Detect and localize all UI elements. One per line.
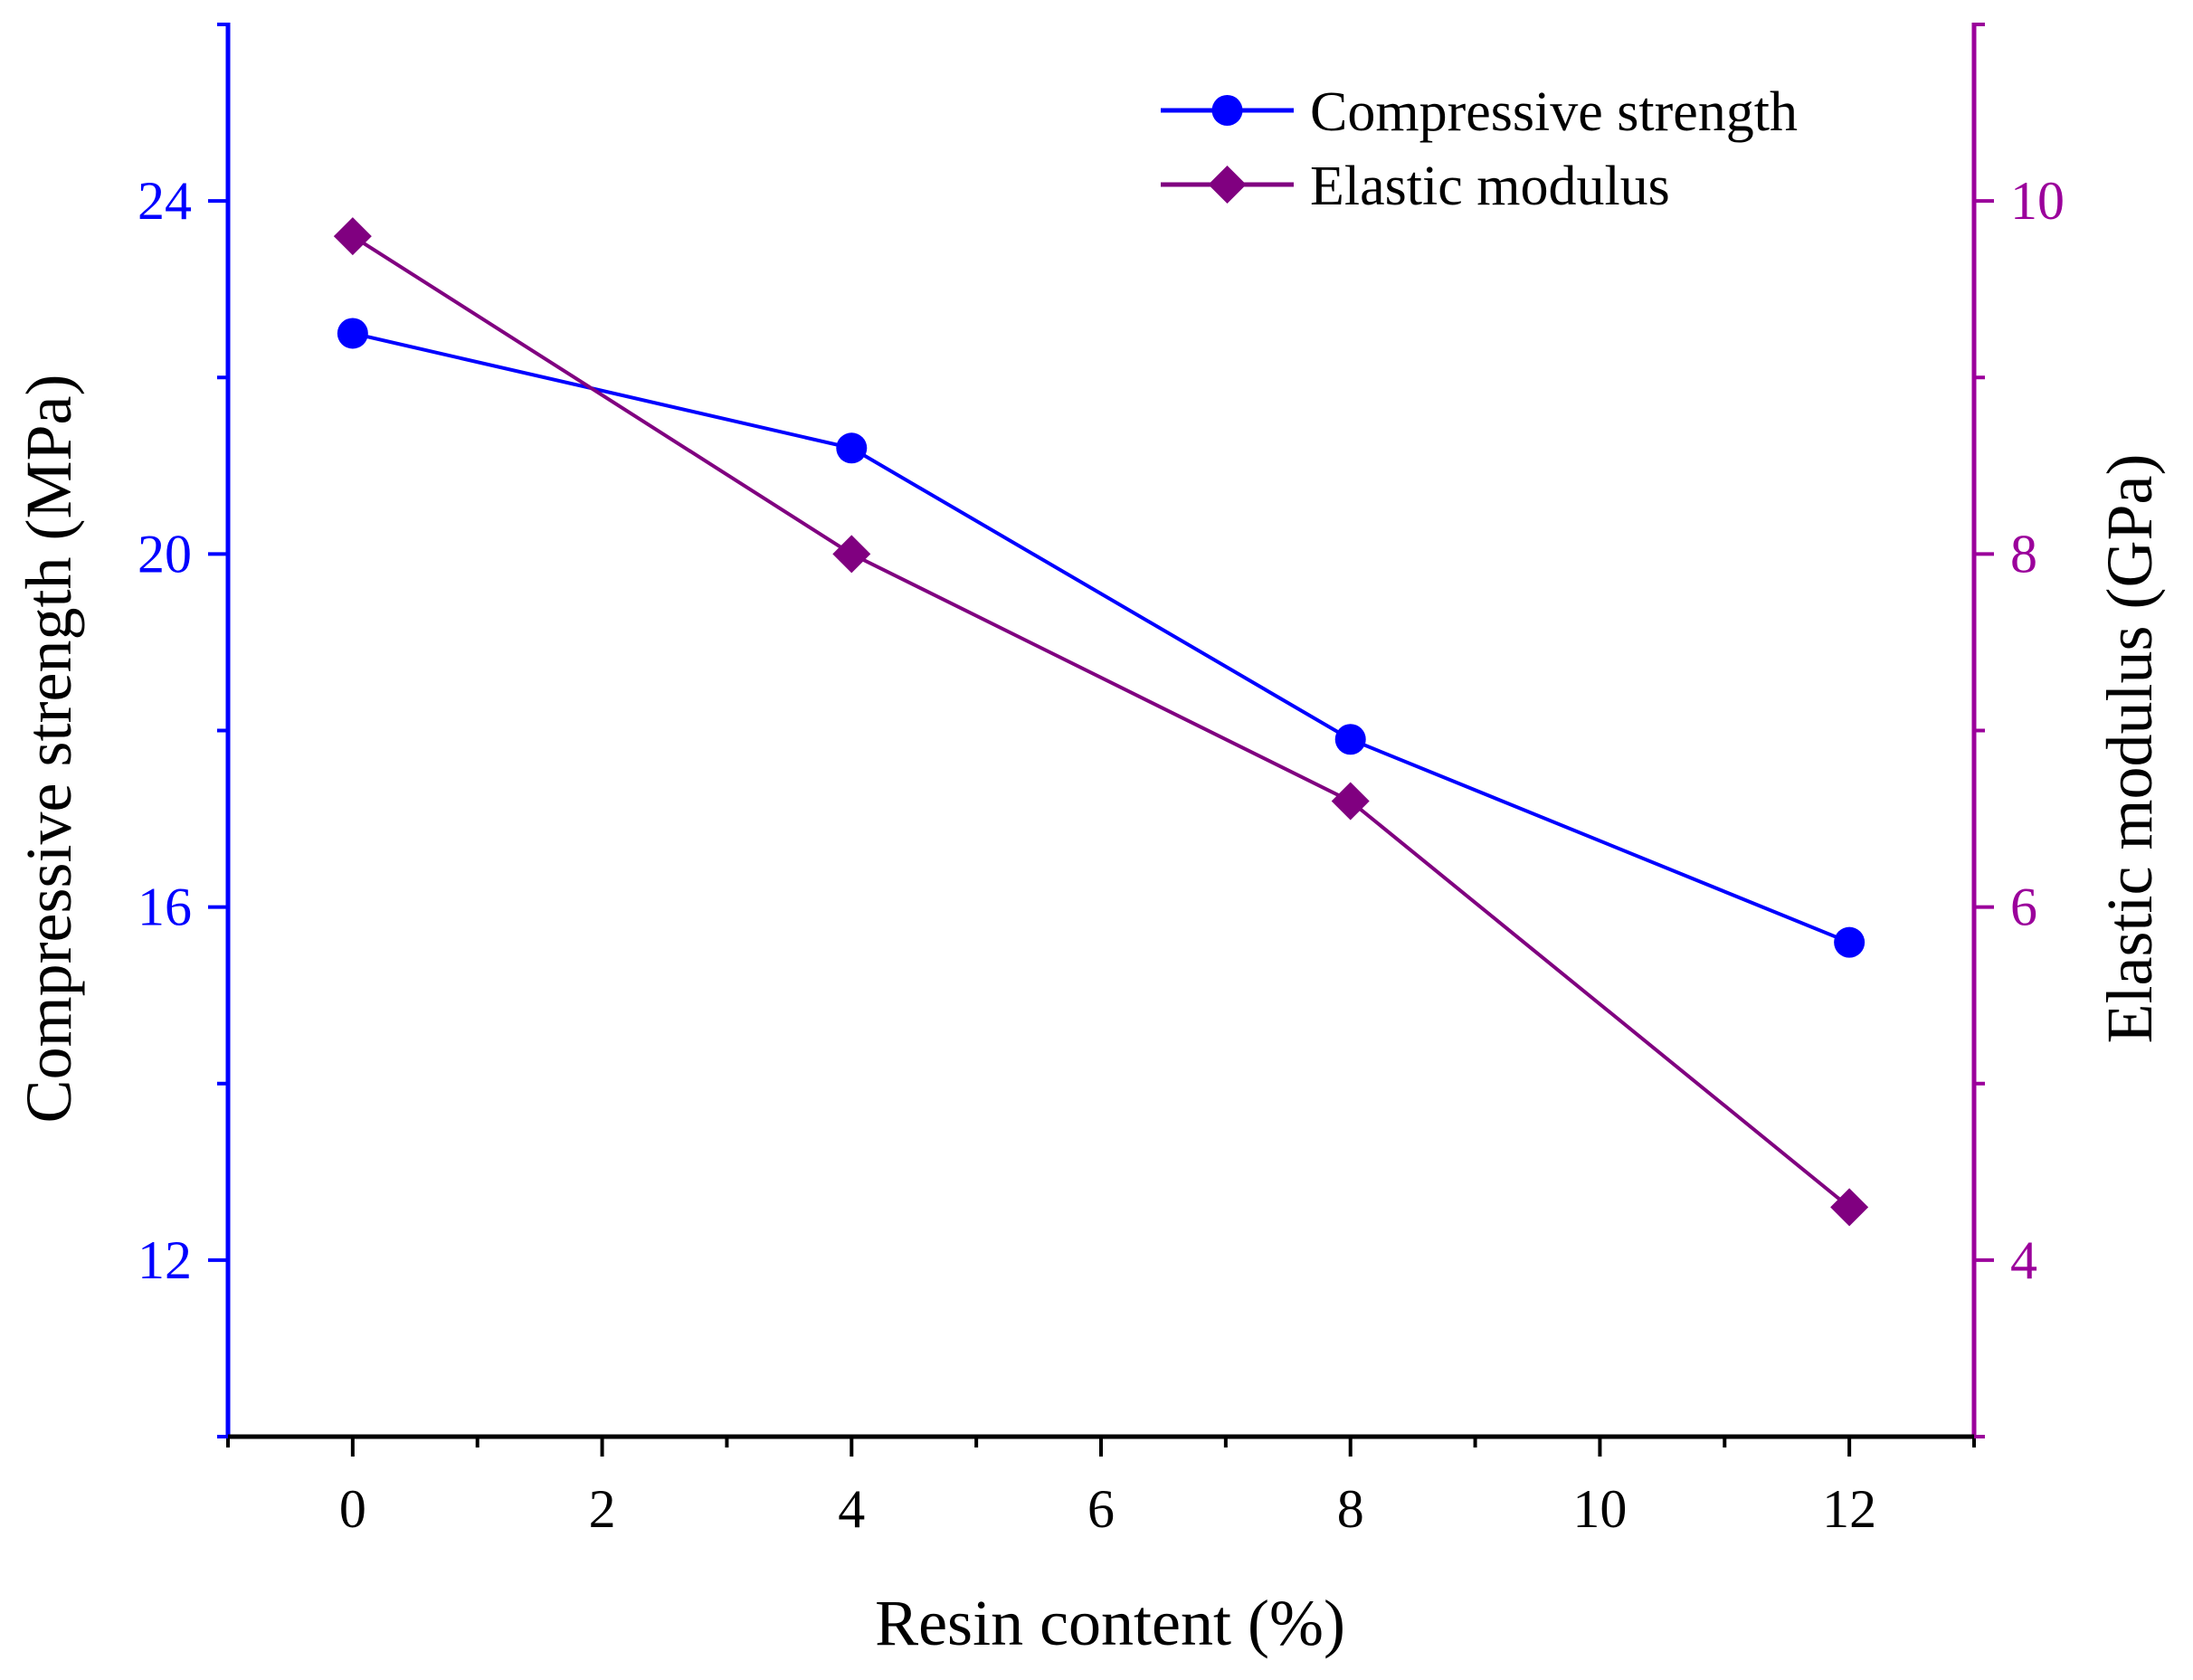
x-tick-label: 4 <box>838 1479 865 1539</box>
compressive-strength-line <box>352 331 1850 944</box>
right-y-tick-label: 8 <box>2010 524 2037 584</box>
x-tick-label: 2 <box>589 1479 616 1539</box>
legend-compressive-strength-marker <box>1211 95 1243 126</box>
x-tick-label: 12 <box>1822 1479 1876 1539</box>
right-y-tick-label: 4 <box>2010 1230 2037 1290</box>
legend: Compressive strength Elastic modulus <box>1161 81 1798 217</box>
x-tick-label: 0 <box>339 1479 366 1539</box>
compressive-strength-point <box>836 432 868 464</box>
left-y-axis-title: Compressive strength (MPa) <box>13 375 85 1124</box>
compressive-strength-point <box>1834 926 1865 958</box>
series-layer <box>333 217 1869 1227</box>
elastic-modulus-point <box>1331 782 1370 821</box>
legend-elastic-modulus-marker <box>1208 166 1247 204</box>
left-y-tick-label: 12 <box>138 1230 192 1290</box>
x-tick-label: 8 <box>1337 1479 1364 1539</box>
left-y-tick-label: 16 <box>138 878 192 937</box>
right-y-tick-label: 6 <box>2010 878 2037 937</box>
right-y-tick-label: 10 <box>2010 171 2065 231</box>
x-tick-label: 6 <box>1087 1479 1115 1539</box>
elastic-modulus-point <box>333 217 372 256</box>
x-tick-label: 10 <box>1572 1479 1627 1539</box>
elastic-modulus-point <box>832 535 871 574</box>
compressive-strength-point <box>337 318 368 349</box>
x-axis-title: Resin content (%) <box>875 1587 1345 1659</box>
legend-elastic-modulus-label: Elastic modulus <box>1310 156 1670 217</box>
left-y-tick-label: 24 <box>138 171 192 231</box>
elastic-modulus-point <box>1830 1188 1869 1227</box>
compressive-strength-point <box>1334 724 1366 755</box>
legend-compressive-strength-label: Compressive strength <box>1310 81 1798 143</box>
right-y-axis-title: Elastic modulus (GPa) <box>2093 454 2166 1044</box>
elastic-modulus-line <box>351 234 1851 1209</box>
left-y-tick-label: 20 <box>138 524 192 584</box>
